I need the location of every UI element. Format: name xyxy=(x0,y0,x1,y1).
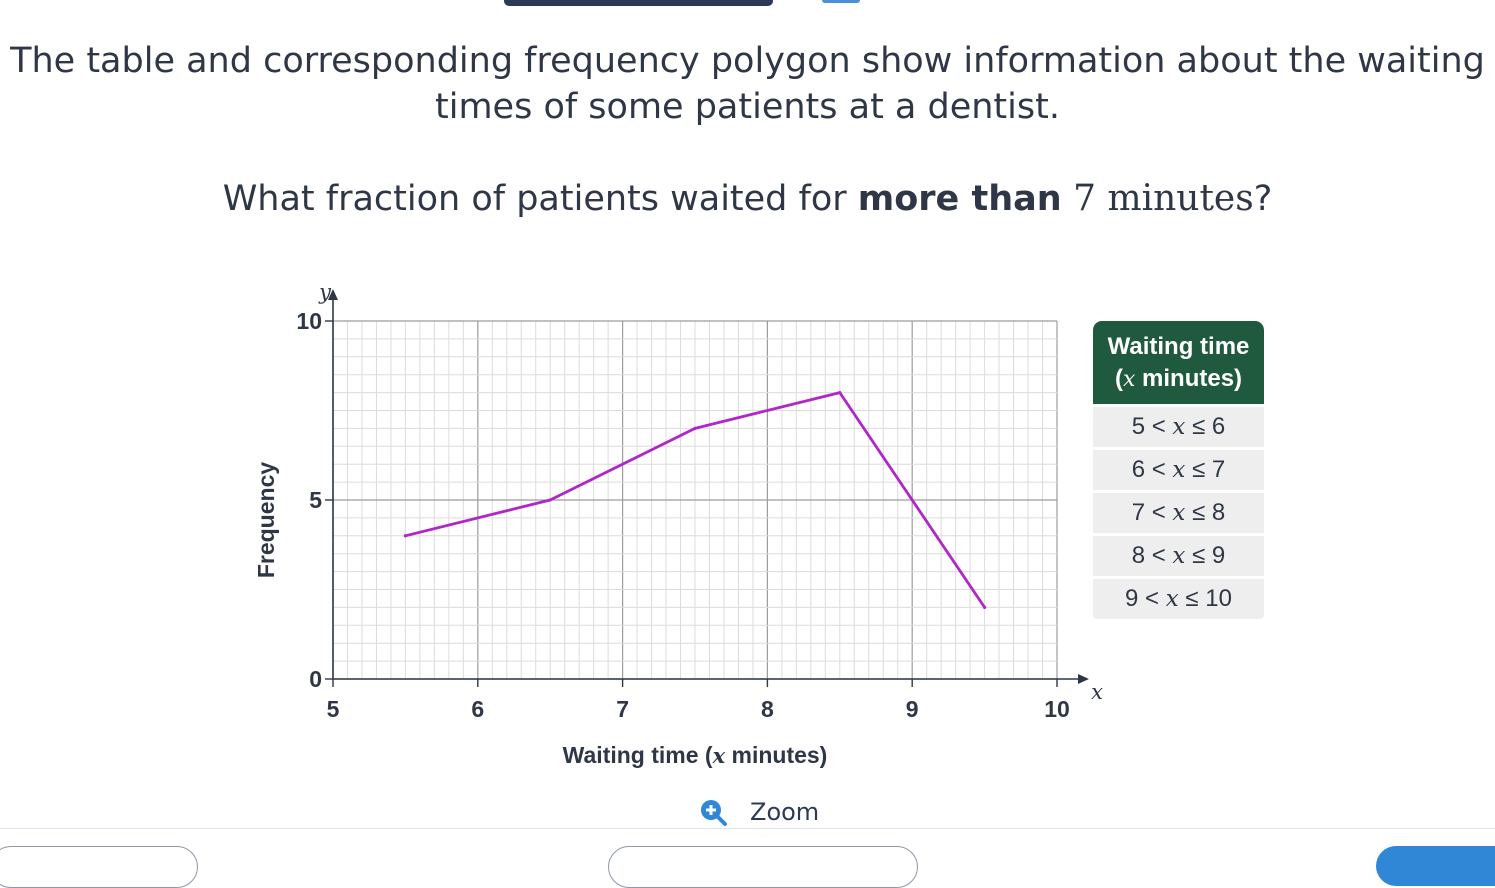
question-intro: The table and corresponding frequency po… xyxy=(10,41,1485,127)
question-ask-math: 7 minutes xyxy=(1061,178,1254,219)
table-row: 7 < x ≤ 8 xyxy=(1093,493,1264,533)
frequency-polygon-chart: 5 6 7 8 9 10 0 5 10 x y Waiting time (x minutes) Fre… xyxy=(240,272,1120,772)
footer-middle-button[interactable] xyxy=(608,846,918,888)
zoom-label: Zoom xyxy=(750,798,820,826)
footer-left-button[interactable] xyxy=(0,846,198,888)
data-point xyxy=(983,605,987,609)
x-axis-label: Waiting time (x minutes) xyxy=(563,742,828,768)
question-ask-prefix: What fraction of patients waited for xyxy=(222,179,858,219)
y-tick-label: 5 xyxy=(309,487,322,513)
table-header: Waiting time (x minutes) xyxy=(1093,321,1264,404)
footer-primary-button[interactable] xyxy=(1376,846,1495,886)
y-axis-label: Frequency xyxy=(253,462,279,579)
y-axis-variable: y xyxy=(318,280,332,304)
active-tab-indicator xyxy=(504,0,773,6)
x-tick-label: 7 xyxy=(616,696,629,722)
table-row: 6 < x ≤ 7 xyxy=(1093,450,1264,490)
y-axis-arrow xyxy=(328,289,338,300)
x-tick-label: 10 xyxy=(1044,696,1070,722)
zoom-in-icon xyxy=(701,800,727,826)
data-point xyxy=(838,391,842,395)
table-row: 9 < x ≤ 10 xyxy=(1093,579,1264,619)
data-point xyxy=(403,534,407,538)
x-tick-label: 8 xyxy=(761,696,774,722)
x-tick-label: 6 xyxy=(471,696,484,722)
question-ask-suffix: ? xyxy=(1253,179,1273,219)
data-point xyxy=(548,498,552,502)
x-axis-variable: x xyxy=(1091,680,1103,704)
y-tick-label: 10 xyxy=(296,308,322,334)
tab-indicator xyxy=(822,0,860,3)
table-header-line1: Waiting time xyxy=(1107,333,1250,360)
x-axis-arrow xyxy=(1078,674,1089,684)
table-header-line2: (x minutes) xyxy=(1114,365,1243,392)
x-tick-label: 9 xyxy=(906,696,919,722)
footer-divider xyxy=(0,828,1495,829)
x-tick-label: 5 xyxy=(327,696,340,722)
table-row: 8 < x ≤ 9 xyxy=(1093,536,1264,576)
zoom-button[interactable]: Zoom xyxy=(698,796,819,828)
table-row: 5 < x ≤ 6 xyxy=(1093,407,1264,447)
question-ask: What fraction of patients waited for mor… xyxy=(0,176,1495,222)
data-point xyxy=(693,426,697,430)
question-ask-bold: more than xyxy=(857,179,1062,219)
y-tick-label: 0 xyxy=(309,666,322,692)
